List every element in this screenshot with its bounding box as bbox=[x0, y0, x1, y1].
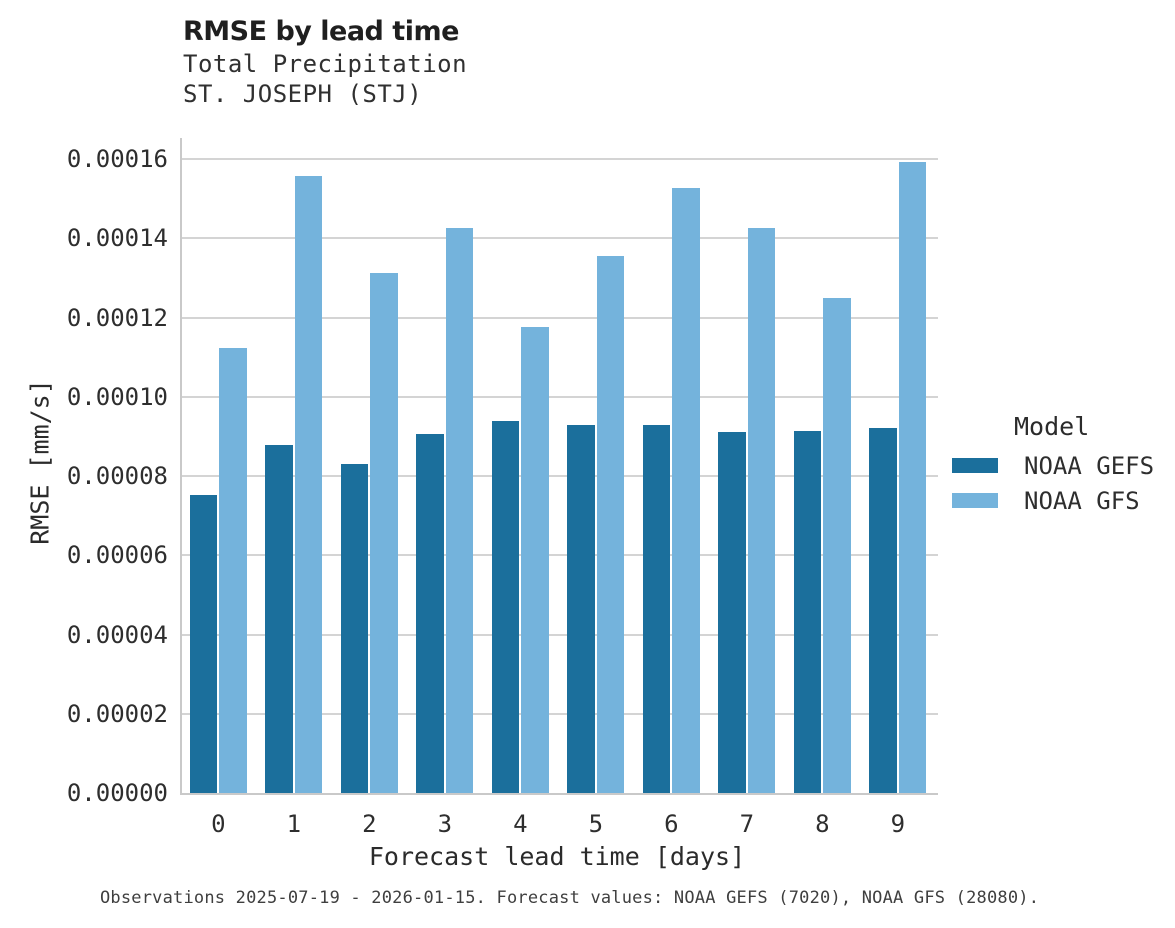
x-tick-label-2: 2 bbox=[362, 810, 377, 838]
bar-noaa-gfs-day-9 bbox=[898, 162, 927, 793]
gridline-y-0.00014 bbox=[182, 237, 938, 240]
x-tick-label-4: 4 bbox=[513, 810, 528, 838]
gridline-y-0.00012 bbox=[182, 316, 938, 319]
x-tick-label-5: 5 bbox=[588, 810, 604, 838]
bar-noaa-gfs-day-3 bbox=[445, 227, 474, 793]
legend-swatch-noaa-gefs bbox=[952, 458, 998, 473]
chart-title: RMSE by lead time bbox=[183, 16, 459, 47]
legend-title: Model bbox=[1014, 412, 1090, 441]
x-tick-label-1: 1 bbox=[286, 810, 302, 838]
y-tick-label: 0.00008 bbox=[66, 462, 168, 490]
legend-swatch-noaa-gfs bbox=[952, 493, 998, 508]
bar-noaa-gefs-day-9 bbox=[869, 427, 897, 793]
x-axis-title: Forecast lead time [days] bbox=[368, 842, 746, 871]
bar-noaa-gefs-day-4 bbox=[491, 420, 520, 793]
x-tick-label-6: 6 bbox=[664, 810, 679, 838]
y-tick-label: 0.00016 bbox=[66, 145, 168, 173]
y-tick-label: 0.00012 bbox=[66, 303, 168, 332]
bar-noaa-gfs-day-6 bbox=[672, 187, 700, 793]
bar-noaa-gfs-day-0 bbox=[219, 347, 247, 793]
bar-noaa-gfs-day-4 bbox=[521, 327, 549, 793]
bar-noaa-gefs-day-0 bbox=[189, 494, 218, 793]
y-tick-label: 0.00006 bbox=[66, 541, 168, 570]
y-tick-label: 0.00014 bbox=[66, 224, 168, 253]
y-tick-label: 0.00010 bbox=[66, 382, 168, 411]
bar-noaa-gefs-day-7 bbox=[718, 432, 746, 793]
bar-noaa-gfs-day-8 bbox=[823, 298, 851, 793]
caption-text: Observations 2025-07-19 - 2026-01-15. Fo… bbox=[100, 888, 1040, 908]
bar-noaa-gfs-day-7 bbox=[747, 227, 776, 793]
gridline-y-0.00004 bbox=[182, 633, 938, 636]
x-tick-label-9: 9 bbox=[890, 810, 906, 838]
gridline-y-0.00010 bbox=[182, 395, 938, 398]
x-tick-label-3: 3 bbox=[437, 810, 453, 838]
gridline-y-0.00008 bbox=[182, 475, 938, 477]
bar-noaa-gefs-day-2 bbox=[340, 464, 369, 793]
x-tick-label-7: 7 bbox=[739, 810, 755, 838]
x-tick-label-0: 0 bbox=[211, 810, 226, 838]
chart-subtitle-station: ST. JOSEPH (STJ) bbox=[183, 80, 423, 108]
bar-noaa-gefs-day-6 bbox=[642, 424, 671, 793]
gridline-y-0.00006 bbox=[182, 554, 938, 557]
bar-noaa-gefs-day-3 bbox=[416, 434, 444, 793]
bar-noaa-gfs-day-1 bbox=[294, 175, 323, 793]
bar-noaa-gfs-day-2 bbox=[370, 273, 398, 793]
legend-label: NOAA GFS bbox=[1024, 487, 1140, 515]
x-axis-spine bbox=[180, 793, 938, 795]
gridline-y-0.00002 bbox=[182, 712, 938, 715]
legend-label: NOAA GEFS bbox=[1024, 452, 1155, 480]
chart-subtitle-variable: Total Precipitation bbox=[183, 50, 468, 78]
bar-noaa-gfs-day-5 bbox=[596, 256, 625, 793]
y-tick-label: 0.00002 bbox=[66, 699, 168, 728]
bar-noaa-gefs-day-1 bbox=[265, 445, 293, 793]
y-tick-label: 0.00004 bbox=[66, 620, 168, 649]
bar-noaa-gefs-day-8 bbox=[793, 431, 822, 793]
x-tick-label-8: 8 bbox=[815, 810, 830, 838]
y-tick-label: 0.00000 bbox=[66, 779, 168, 807]
bar-noaa-gefs-day-5 bbox=[567, 425, 595, 793]
plot-area bbox=[182, 140, 938, 793]
y-axis-spine bbox=[180, 138, 182, 795]
gridline-y-0.00016 bbox=[182, 158, 938, 160]
